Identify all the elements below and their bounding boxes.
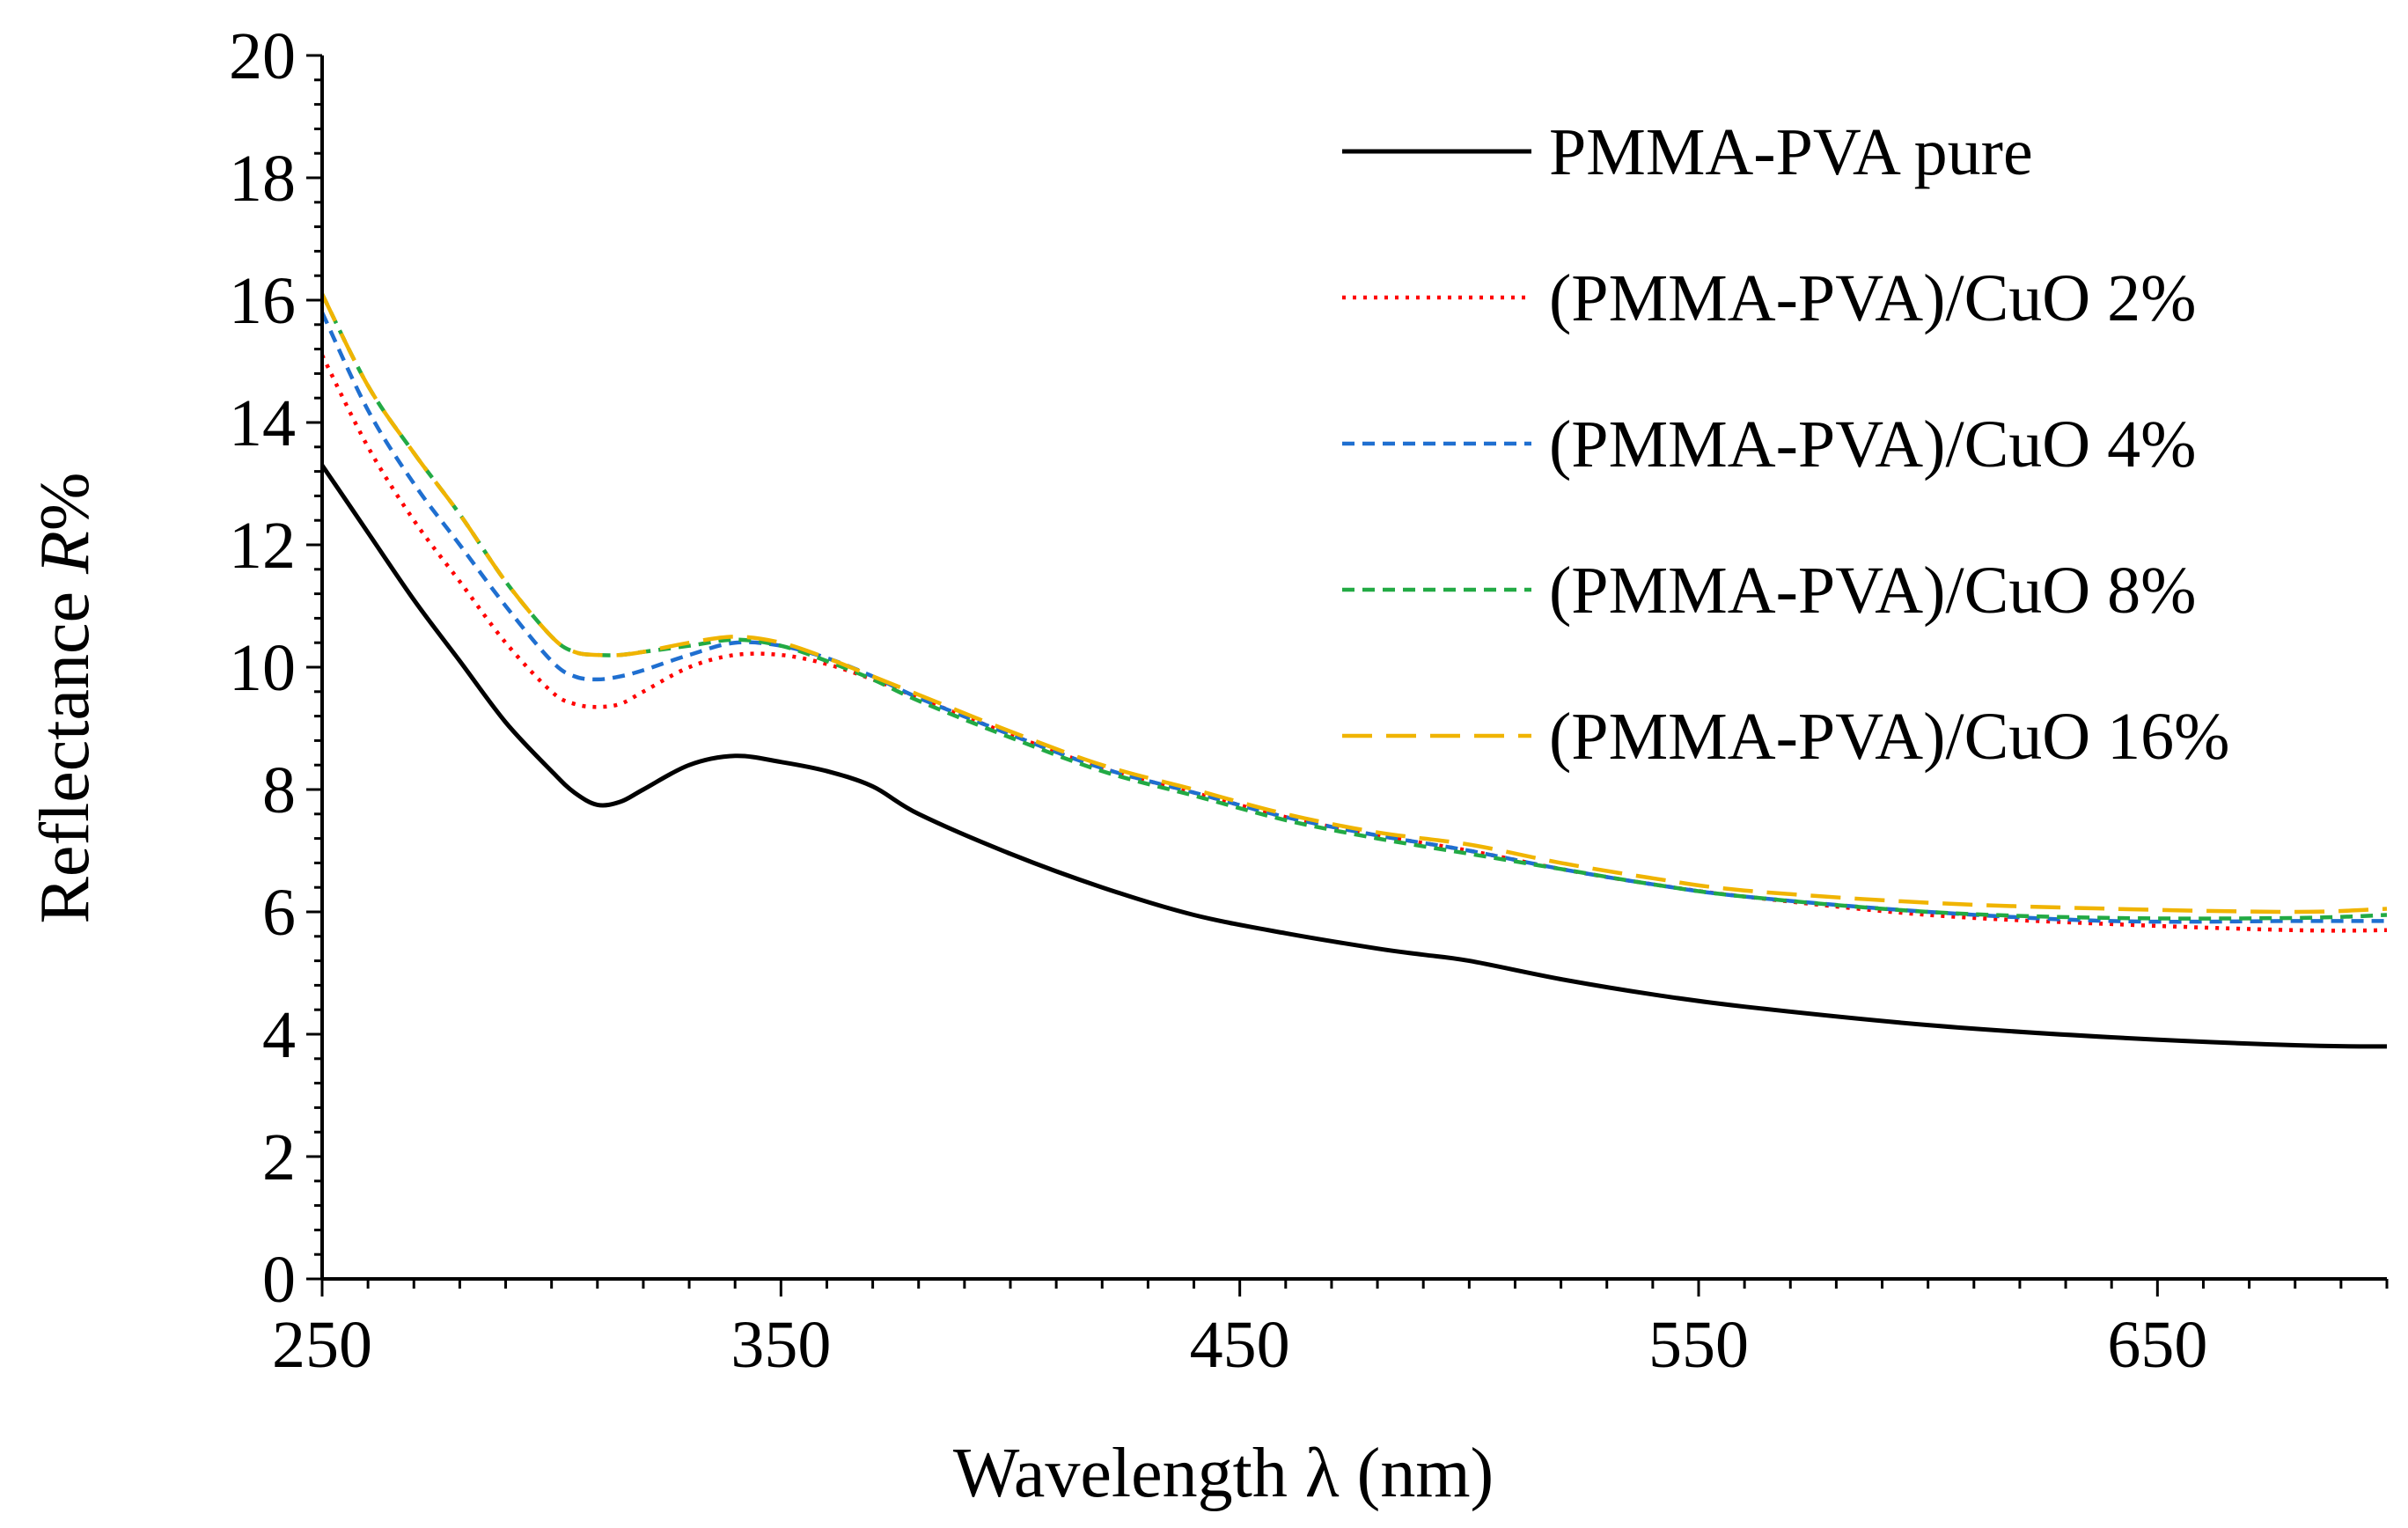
x-axis-title: Wavelength λ (nm) [953, 1435, 1494, 1512]
y-axis-title-text: Reflectance [26, 574, 104, 924]
ticks [306, 54, 2389, 1297]
y-tick-label: 0 [262, 1243, 296, 1317]
y-axis-title-suffix: % [26, 472, 104, 531]
y-axis-title-italic: R [26, 531, 104, 575]
x-tick-label: 350 [730, 1308, 831, 1382]
y-tick-label: 6 [262, 876, 296, 950]
series-line-5 [319, 292, 2388, 915]
y-tick-label: 8 [262, 753, 296, 827]
legend-label-4: (PMMA-PVA)/CuO 8% [1549, 554, 2196, 628]
x-tick-label: 250 [272, 1308, 372, 1382]
y-tick-label: 20 [229, 19, 296, 93]
legend-label-2: (PMMA-PVA)/CuO 2% [1549, 261, 2196, 335]
y-tick-label: 14 [229, 386, 296, 460]
legend-label-5: (PMMA-PVA)/CuO 16% [1549, 700, 2229, 774]
y-tick-label: 18 [229, 142, 296, 216]
x-tick-label: 650 [2107, 1308, 2207, 1382]
series-line-1 [319, 464, 2388, 1049]
legend-label-1: PMMA-PVA pure [1549, 115, 2033, 189]
y-tick-label: 2 [262, 1120, 296, 1194]
x-tick-label: 450 [1190, 1308, 1290, 1382]
series-line-3 [319, 311, 2387, 924]
tick-labels: 0 2 4 6 8 10 12 14 16 18 20 250 350 450 550 650 [229, 19, 2207, 1382]
legend-label-3: (PMMA-PVA)/CuO 4% [1549, 408, 2196, 481]
y-tick-label: 12 [229, 509, 296, 583]
axes [320, 55, 2387, 1281]
series-line-4 [319, 292, 2388, 921]
legend: PMMA-PVA pure (PMMA-PVA)/CuO 2% (PMMA-PVA)… [1342, 115, 2229, 774]
y-tick-label: 10 [229, 631, 296, 705]
y-tick-label: 16 [229, 264, 296, 338]
plot-lines [319, 292, 2388, 1049]
x-tick-label: 550 [1648, 1308, 1749, 1382]
y-axis-title: Reflectance R% [26, 472, 104, 923]
y-tick-label: 4 [262, 998, 296, 1072]
